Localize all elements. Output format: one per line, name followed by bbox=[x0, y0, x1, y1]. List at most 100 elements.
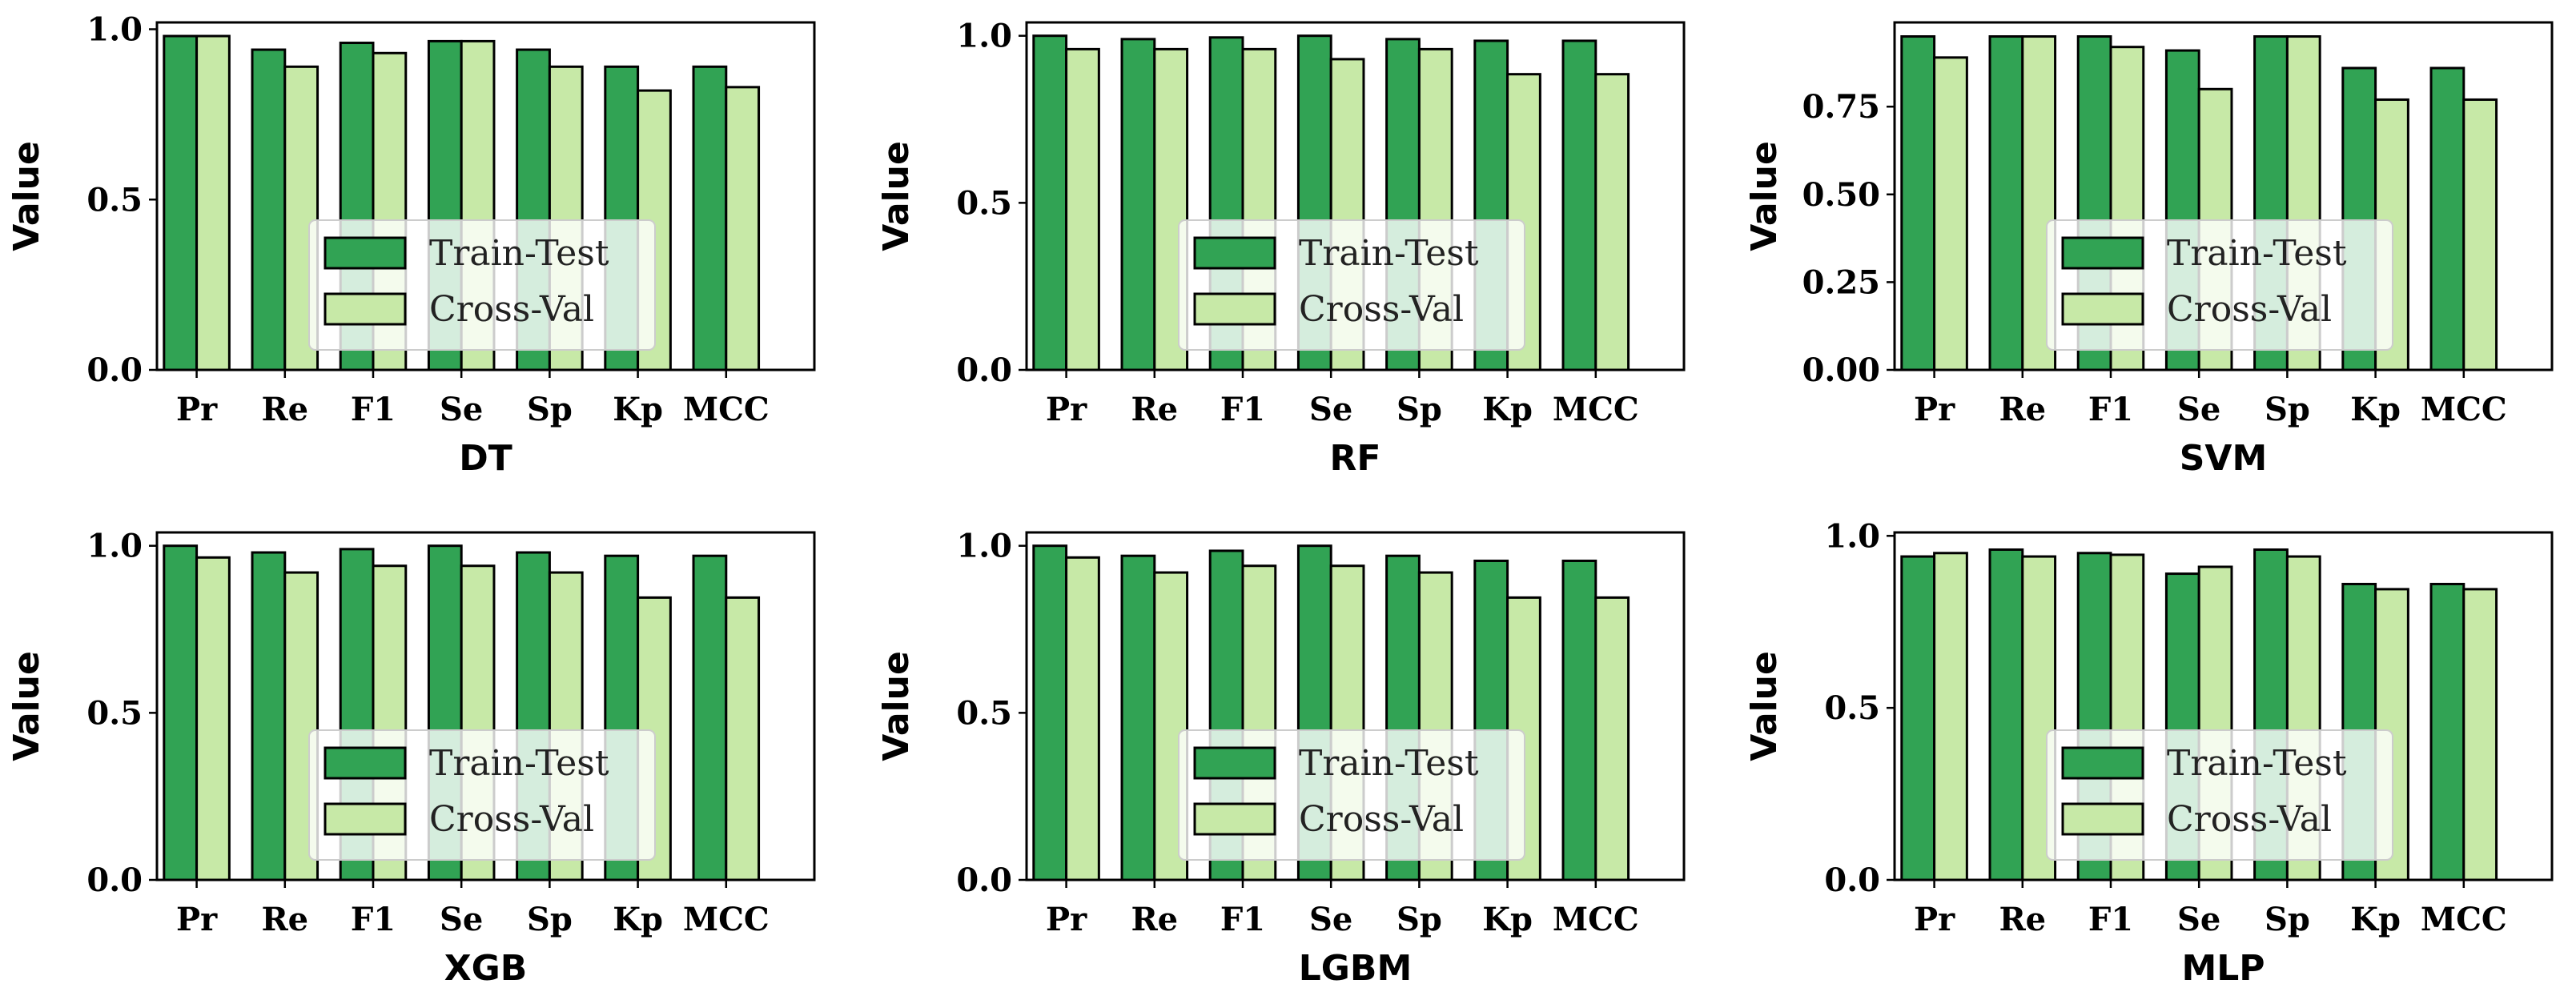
y-tick-label: 1.0 bbox=[86, 11, 143, 49]
y-tick-label: 1.0 bbox=[86, 528, 143, 565]
y-axis-label: Value bbox=[1744, 651, 1785, 761]
x-tick-label: Pr bbox=[176, 391, 218, 428]
legend-label: Train-Test bbox=[2167, 233, 2347, 274]
x-tick-label: Sp bbox=[1397, 901, 1442, 938]
x-tick-label: Re bbox=[1131, 391, 1178, 428]
y-tick-label: 0.25 bbox=[1802, 263, 1880, 301]
y-axis-label: Value bbox=[876, 651, 917, 761]
axes-frame bbox=[1025, 531, 1686, 881]
bar-cross-val-pr bbox=[195, 556, 231, 881]
x-tick-label: Re bbox=[261, 391, 308, 428]
y-axis-label: Value bbox=[1744, 141, 1785, 251]
chart-panel-svm: Pr Re F1 Se Sp Kp MCC 0.00 0.25 0.50 0.75 SVM Value T… bbox=[1744, 21, 2554, 479]
bar-train-test-pr bbox=[163, 34, 199, 371]
x-tick-label: Sp bbox=[1397, 391, 1442, 428]
x-tick-label: MCC bbox=[2421, 901, 2507, 938]
x-tick-label: Re bbox=[1999, 901, 2046, 938]
bar-train-test-mcc bbox=[2429, 66, 2465, 371]
bar-cross-val-mcc bbox=[725, 86, 761, 371]
axes-frame bbox=[1893, 21, 2554, 371]
bar-train-test-pr bbox=[1900, 555, 1936, 881]
x-tick-label: Se bbox=[2177, 391, 2220, 428]
legend-label: Train-Test bbox=[2167, 743, 2347, 784]
chart-panel-rf: Pr Re F1 Se Sp Kp MCC 0.0 0.5 1.0 RF Value Train-Tes… bbox=[876, 18, 1686, 479]
bar-cross-val-pr bbox=[1065, 556, 1100, 881]
legend: Train-Test Cross-Val bbox=[2046, 729, 2393, 861]
y-tick-label: 0.5 bbox=[956, 184, 1012, 222]
legend-swatch-cross-val bbox=[2061, 292, 2144, 326]
axes-frame bbox=[155, 21, 816, 371]
legend-label: Cross-Val bbox=[429, 289, 594, 330]
bar-cross-val-pr bbox=[1933, 552, 1968, 881]
axes-frame bbox=[1025, 21, 1686, 371]
x-tick-label: MCC bbox=[683, 391, 770, 428]
chart-panel-mlp: Pr Re F1 Se Sp Kp MCC 0.0 0.5 1.0 MLP Value Train-Te… bbox=[1744, 517, 2554, 989]
x-tick-label: Pr bbox=[176, 901, 218, 938]
bar-train-test-re bbox=[1120, 38, 1156, 371]
x-tick-label: Se bbox=[2177, 901, 2220, 938]
legend-label: Cross-Val bbox=[2167, 289, 2332, 330]
legend-label: Train-Test bbox=[1299, 233, 1479, 274]
y-tick-label: 0.5 bbox=[86, 181, 143, 219]
y-tick-label: 1.0 bbox=[956, 18, 1012, 55]
y-tick-label: 0.5 bbox=[1824, 689, 1880, 727]
x-axis-label: LGBM bbox=[1299, 948, 1412, 989]
y-tick-label: 0.0 bbox=[86, 861, 143, 899]
bar-train-test-re bbox=[251, 48, 287, 371]
x-tick-label: MCC bbox=[1553, 901, 1639, 938]
x-tick-label: Sp bbox=[2265, 391, 2310, 428]
y-tick-label: 0.0 bbox=[1824, 861, 1880, 899]
y-tick-label: 0.0 bbox=[956, 861, 1012, 899]
legend-label: Cross-Val bbox=[2167, 799, 2332, 840]
x-tick-label: Re bbox=[1131, 901, 1178, 938]
bar-cross-val-pr bbox=[195, 34, 231, 371]
chart-panel-dt: Pr Re F1 Se Sp Kp MCC 0.0 0.5 1.0 DT Value Train-Tes… bbox=[6, 11, 816, 479]
x-tick-label: Re bbox=[261, 901, 308, 938]
bar-train-test-pr bbox=[1900, 35, 1936, 371]
x-tick-label: Sp bbox=[527, 391, 573, 428]
x-tick-label: Se bbox=[440, 391, 483, 428]
legend-swatch-cross-val bbox=[1193, 802, 1276, 836]
bar-train-test-pr bbox=[1032, 34, 1068, 371]
x-tick-label: F1 bbox=[1220, 901, 1265, 938]
legend: Train-Test Cross-Val bbox=[308, 729, 656, 861]
bar-cross-val-mcc bbox=[2462, 98, 2498, 371]
y-tick-label: 0.75 bbox=[1802, 88, 1880, 126]
y-axis-label: Value bbox=[6, 141, 47, 251]
bar-train-test-re bbox=[1120, 554, 1156, 881]
bar-train-test-pr bbox=[1032, 544, 1068, 881]
x-tick-label: Pr bbox=[1914, 391, 1955, 428]
x-tick-label: Pr bbox=[1914, 901, 1955, 938]
bar-train-test-re bbox=[1988, 548, 2024, 881]
x-tick-label: Se bbox=[440, 901, 483, 938]
y-tick-label: 0.50 bbox=[1802, 176, 1880, 214]
x-tick-label: Kp bbox=[613, 901, 663, 938]
x-tick-label: Kp bbox=[1482, 391, 1533, 428]
x-tick-label: F1 bbox=[351, 391, 396, 428]
legend-swatch-cross-val bbox=[1193, 292, 1276, 326]
x-tick-label: Kp bbox=[2350, 391, 2401, 428]
x-tick-label: Re bbox=[1999, 391, 2046, 428]
bar-train-test-mcc bbox=[692, 554, 728, 881]
chart-panel-lgbm: Pr Re F1 Se Sp Kp MCC 0.0 0.5 1.0 LGBM Value Train-T… bbox=[876, 528, 1686, 989]
legend-swatch-train-test bbox=[324, 236, 407, 270]
legend: Train-Test Cross-Val bbox=[2046, 219, 2393, 351]
x-tick-label: Sp bbox=[527, 901, 573, 938]
x-tick-label: Se bbox=[1309, 901, 1352, 938]
legend-label: Cross-Val bbox=[1299, 799, 1464, 840]
bar-train-test-mcc bbox=[692, 65, 728, 371]
x-tick-label: F1 bbox=[2088, 901, 2133, 938]
legend: Train-Test Cross-Val bbox=[308, 219, 656, 351]
x-tick-label: Sp bbox=[2265, 901, 2310, 938]
legend-swatch-train-test bbox=[2061, 236, 2144, 270]
bar-cross-val-mcc bbox=[1594, 73, 1630, 371]
bar-train-test-re bbox=[251, 551, 287, 881]
x-tick-label: F1 bbox=[351, 901, 396, 938]
y-axis-label: Value bbox=[6, 651, 47, 761]
y-tick-label: 1.0 bbox=[1824, 517, 1880, 555]
x-tick-label: Pr bbox=[1046, 901, 1087, 938]
bar-cross-val-pr bbox=[1065, 47, 1100, 371]
x-tick-label: Kp bbox=[613, 391, 663, 428]
x-axis-label: XGB bbox=[444, 948, 528, 989]
